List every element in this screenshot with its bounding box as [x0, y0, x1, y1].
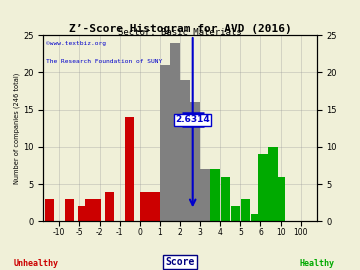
- Bar: [140, 192, 149, 221]
- Bar: [45, 199, 54, 221]
- Bar: [91, 199, 101, 221]
- Bar: [78, 207, 87, 221]
- Text: 2.6314: 2.6314: [175, 115, 210, 124]
- Bar: [211, 169, 220, 221]
- Bar: [240, 199, 250, 221]
- Bar: [160, 65, 170, 221]
- Bar: [125, 117, 134, 221]
- Bar: [180, 80, 190, 221]
- Text: Healthy: Healthy: [299, 259, 334, 268]
- Text: ©www.textbiz.org: ©www.textbiz.org: [46, 41, 106, 46]
- Bar: [231, 207, 240, 221]
- Text: Score: Score: [165, 257, 195, 267]
- Text: The Research Foundation of SUNY: The Research Foundation of SUNY: [46, 59, 162, 64]
- Title: Z’-Score Histogram for AVD (2016): Z’-Score Histogram for AVD (2016): [69, 24, 291, 34]
- Bar: [258, 154, 268, 221]
- Bar: [190, 102, 200, 221]
- Bar: [65, 199, 74, 221]
- Text: Sector: Basic Materials: Sector: Basic Materials: [118, 28, 242, 37]
- Bar: [201, 169, 210, 221]
- Bar: [150, 192, 159, 221]
- Bar: [268, 147, 278, 221]
- Bar: [170, 43, 180, 221]
- Bar: [85, 199, 94, 221]
- Bar: [276, 177, 285, 221]
- Text: Unhealthy: Unhealthy: [14, 259, 58, 268]
- Bar: [221, 177, 230, 221]
- Bar: [105, 192, 114, 221]
- Y-axis label: Number of companies (246 total): Number of companies (246 total): [14, 73, 20, 184]
- Bar: [251, 214, 260, 221]
